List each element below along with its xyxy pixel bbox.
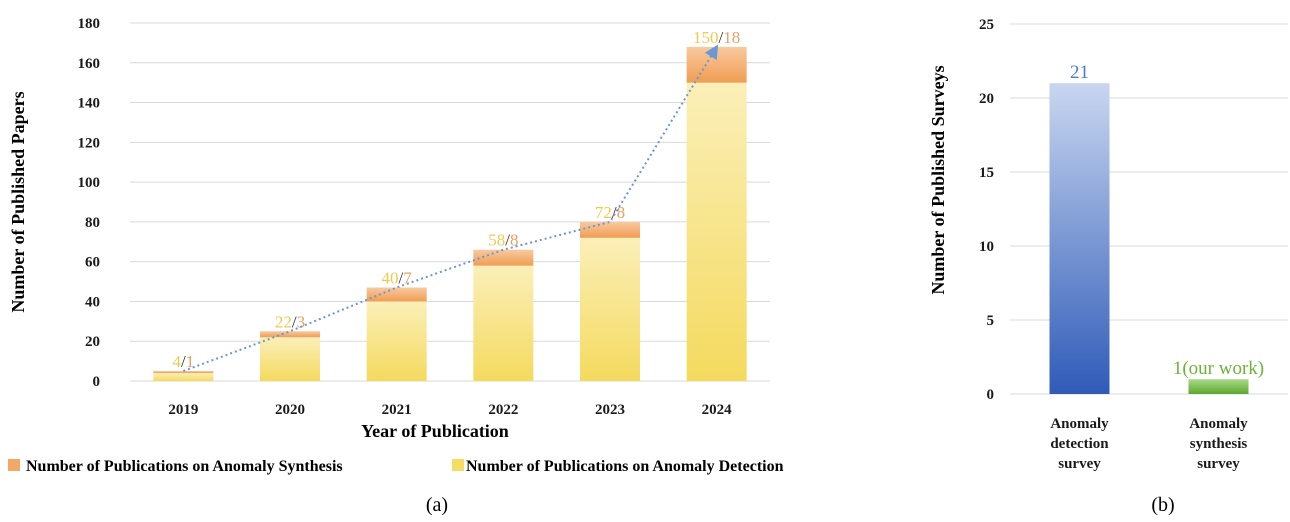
bar-synthesis-2021: [366, 287, 427, 302]
bar-synthesis-2019: [153, 371, 214, 374]
data-label-separator: /: [292, 312, 297, 331]
chart-b-y-tick-label: 25: [979, 17, 994, 33]
data-label-2023: 72/8: [595, 203, 625, 222]
bar-detection-2024: [686, 82, 747, 382]
chart-a-y-tick-label: 20: [85, 334, 100, 350]
x-tick-line: Anomaly: [1050, 416, 1109, 432]
data-label-2020: 22/3: [275, 312, 305, 331]
data-label-detection: 150: [693, 28, 719, 47]
data-label-separator: /: [612, 203, 617, 222]
data-label-separator: /: [719, 28, 724, 47]
chart-b-y-tick-labels: 0 5 10 15 20 25: [979, 17, 994, 403]
chart-a-y-tick-label: 180: [78, 16, 101, 32]
chart-a-x-tick-labels: 2019 2020 2021 2022 2023 2024: [168, 402, 732, 418]
survey-bar-label: 21: [1070, 62, 1089, 83]
chart-a-y-tick-label: 0: [93, 374, 101, 390]
legend-label-synthesis: Number of Publications on Anomaly Synthe…: [26, 458, 343, 475]
bar-detection-2021: [366, 301, 427, 381]
data-label-2021: 40/7: [382, 269, 413, 288]
data-label-synthesis: 3: [297, 312, 306, 331]
data-label-2019: 4/1: [172, 352, 194, 371]
chart-b-x-tick-label: Anomaly detection survey: [1050, 416, 1109, 472]
data-label-2024: 150/18: [693, 28, 740, 47]
chart-a-y-tick-label: 40: [85, 294, 100, 310]
bar-synthesis-2020: [260, 331, 320, 338]
chart-a-x-tick-label: 2023: [595, 402, 625, 418]
chart-b-caption: (b): [1151, 494, 1174, 516]
data-label-separator: /: [181, 352, 186, 371]
chart-a-y-tick-labels: 0 20 40 60 80 100 120 140 160 180: [78, 16, 101, 390]
data-label-detection: 58: [488, 231, 505, 250]
x-tick-line: survey: [1197, 456, 1240, 472]
chart-a-x-tick-label: 2021: [382, 402, 412, 418]
chart-a-trend-line: [182, 44, 719, 372]
chart-b-x-tick-labels: Anomaly detection survey Anomaly synthesis su…: [1050, 416, 1248, 472]
x-tick-line: Anomaly: [1189, 416, 1248, 432]
data-label-synthesis: 8: [510, 231, 519, 250]
chart-b-y-tick-label: 10: [979, 239, 994, 255]
bar-detection-2022: [473, 265, 534, 381]
chart-a-x-tick-label: 2019: [168, 402, 198, 418]
chart-a-legend: Number of Publications on Anomaly Synthe…: [8, 458, 784, 475]
trend-line: [182, 44, 719, 372]
bar-detection-2023: [580, 237, 640, 381]
chart-b-y-tick-label: 20: [979, 91, 994, 107]
chart-a-gridlines: [130, 22, 770, 382]
data-label-detection: 40: [382, 269, 399, 288]
chart-a-x-axis-title: Year of Publication: [361, 421, 509, 441]
x-tick-line: survey: [1058, 456, 1101, 472]
data-label-detection: 4: [172, 352, 181, 371]
data-label-separator: /: [399, 269, 404, 288]
chart-b-y-tick-label: 0: [987, 387, 995, 403]
chart-b-y-tick-label: 5: [987, 313, 995, 329]
chart-a-y-tick-label: 60: [85, 255, 100, 271]
data-label-synthesis: 1: [186, 352, 195, 371]
chart-b-x-tick-label: Anomaly synthesis survey: [1189, 416, 1248, 472]
chart-a-y-tick-label: 100: [78, 175, 101, 191]
chart-b-bars: [1049, 83, 1249, 394]
data-label-synthesis: 8: [617, 203, 626, 222]
legend-swatch-detection: [452, 459, 464, 471]
data-label-separator: /: [505, 231, 510, 250]
legend-label-detection: Number of Publications on Anomaly Detect…: [466, 458, 784, 475]
data-label-detection: 72: [595, 203, 612, 222]
data-label-synthesis: 7: [403, 269, 412, 288]
chart-a-bars: [153, 46, 747, 382]
bar-synthesis-2022: [473, 249, 534, 266]
chart-b-y-axis-title: Number of Published Surveys: [928, 65, 948, 294]
survey-bar-2: [1188, 379, 1249, 394]
chart-a-y-tick-label: 160: [78, 56, 101, 72]
chart-b-data-labels: 21 1(our work): [1070, 62, 1264, 379]
chart-a-y-tick-label: 80: [85, 215, 100, 231]
survey-bar-label: 1(our work): [1173, 358, 1264, 379]
chart-a-y-tick-label: 120: [78, 135, 101, 151]
x-tick-line: synthesis: [1190, 436, 1248, 452]
chart-a-x-tick-label: 2024: [702, 402, 733, 418]
bar-synthesis-2024: [686, 46, 747, 83]
data-label-detection: 22: [275, 312, 292, 331]
data-label-2022: 58/8: [488, 231, 518, 250]
legend-swatch-synthesis: [8, 459, 20, 471]
chart-a-x-tick-label: 2022: [488, 402, 518, 418]
x-tick-line: detection: [1050, 436, 1109, 452]
chart-b-y-tick-label: 15: [979, 165, 994, 181]
survey-bar-1: [1049, 83, 1110, 394]
chart-a-x-tick-label: 2020: [275, 402, 305, 418]
chart-a-y-axis-title: Number of Published Papers: [8, 91, 28, 312]
bar-detection-2020: [260, 337, 320, 381]
bar-detection-2019: [153, 373, 214, 381]
bar-synthesis-2023: [580, 221, 640, 238]
data-label-synthesis: 18: [723, 28, 740, 47]
chart-a-caption: (a): [426, 494, 448, 516]
chart-a-y-tick-label: 140: [78, 96, 101, 112]
